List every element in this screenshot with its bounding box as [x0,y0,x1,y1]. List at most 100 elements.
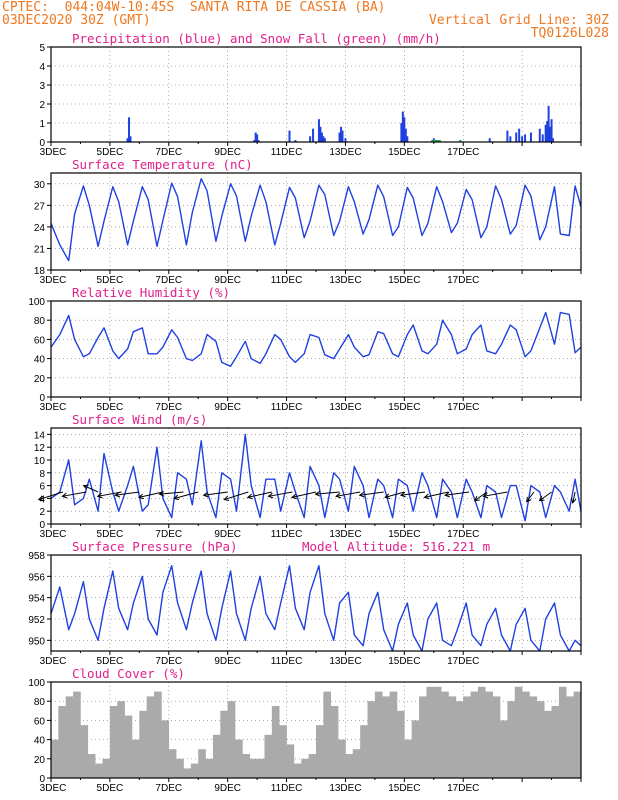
wind-arrow-head [202,491,209,498]
y-tick-label: 0 [39,138,45,149]
cloud-bar [87,754,96,778]
y-tick-label: 14 [34,430,46,441]
precip-bar [529,132,532,142]
x-tick-label: 3DEC [40,529,67,540]
wind-arrow [291,491,317,498]
x-tick-label: 17DEC [447,529,479,540]
cloud-bar [212,734,221,778]
wind-arrow [159,491,184,495]
panel-title: Precipitation (blue) and Snow Fall (gree… [72,31,441,46]
cloud-bar [95,763,103,778]
y-tick-label: 0 [39,774,45,785]
x-tick-label: 9DEC [214,656,241,667]
cloud-bar [271,706,280,778]
x-tick-label: 7DEC [155,275,182,286]
precip-bar [294,140,297,142]
y-tick-label: 18 [34,266,46,277]
x-tick-label: 17DEC [447,402,479,413]
wind-arrow [203,491,228,496]
precip-bar [515,132,518,142]
cloud-bar [102,758,111,778]
wind-arrow [97,491,122,497]
precip-bar [550,119,553,142]
cloud-bar [168,749,177,778]
x-tick-label: 7DEC [155,783,182,794]
precip-bar [406,136,409,142]
y-tick-label: 3 [39,81,45,92]
precip-bar [400,123,403,142]
wind-arrow [336,491,361,497]
cloud-bar [566,696,574,778]
cloud-bar [441,691,449,778]
y-tick-label: 1 [39,119,45,130]
snow-bar [438,140,441,142]
y-tick-label: 958 [28,551,45,562]
x-tick-label: 7DEC [155,656,182,667]
header-model-id: TQ0126L028 [530,26,609,41]
panel-title: Surface Wind (m/s) [72,412,207,427]
cloud-bar [514,686,523,778]
wind-arrow [247,491,272,498]
wind-arrow [483,491,508,497]
cloud-bar [146,696,155,778]
cloud-bar [382,696,390,778]
cloud-bar [367,701,376,778]
wind-arrow-head [473,495,480,502]
y-tick-label: 6 [39,482,45,493]
cloud-bar [522,691,530,778]
wind-arrow-head [335,492,342,499]
precip-bar [403,117,406,142]
precip-bar [509,136,512,142]
precip-bar [340,126,343,142]
panel-5: 0 20 40 60 80 100 3DEC 5DEC 7DEC 9DEC 11DEC 13DEC 15… [28,666,582,794]
x-tick-label: 13DEC [329,783,361,794]
y-tick-label: 40 [34,355,46,366]
y-tick-label: 954 [28,594,45,605]
x-tick-label: 3DEC [40,783,67,794]
cloud-bar [360,725,368,778]
cloud-bar [448,696,457,778]
cloud-bar [154,691,162,778]
wind-arrow [174,491,199,499]
wind-arrow-head [290,493,297,500]
panel-title: Relative Humidity (%) [72,285,230,300]
wind-arrow [384,491,405,498]
cloud-bar [323,691,332,778]
cloud-bar [301,758,309,778]
x-tick-label: 17DEC [447,275,479,286]
cloud-bar [426,686,435,778]
precip-bar [547,105,550,142]
cloud-bar [492,696,501,778]
cloud-bar [65,696,74,778]
cloud-bar [131,739,140,778]
y-tick-label: 40 [34,736,46,747]
y-tick-label: 2 [39,100,45,111]
precip-bar [309,136,312,142]
cloud-bar [396,710,405,778]
precip-bar [128,117,131,142]
cloud-bar [551,706,560,778]
cloud-bar [308,754,317,778]
y-tick-label: 100 [28,297,45,308]
snow-bar [432,140,435,142]
wind-arrow [400,491,426,496]
x-tick-label: 17DEC [447,656,479,667]
cloud-bar [507,701,516,778]
cloud-bar [455,701,464,778]
precip-bar [549,126,552,142]
precip-bar [338,132,341,142]
snow-bar [434,140,437,142]
cloud-bar [419,696,427,778]
wind-arrow-head [482,492,489,499]
precip-bar [312,128,315,142]
cloud-bar [544,710,552,778]
precip-bar [546,121,549,142]
x-tick-label: 9DEC [214,147,241,158]
precip-bar [319,126,322,142]
precip-bar [552,138,555,142]
snow-bar [459,140,462,142]
wind-arrow-head [314,490,321,497]
cloud-bar [404,739,412,778]
x-tick-label: 11DEC [271,275,303,286]
cloud-bar [330,706,339,778]
